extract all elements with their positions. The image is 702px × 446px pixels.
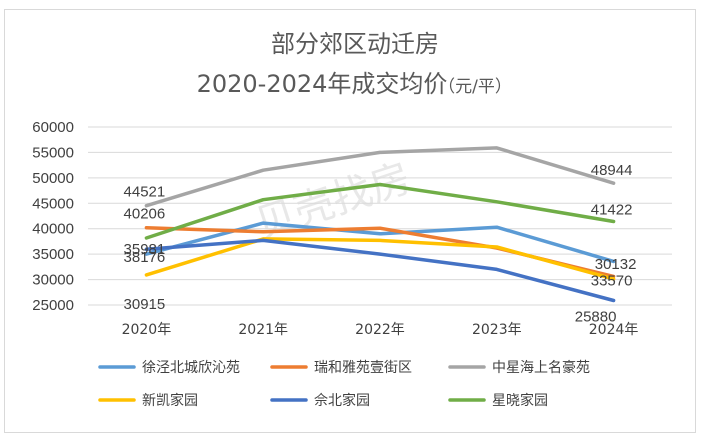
chart-frame xyxy=(4,9,696,433)
data-label: 35981 xyxy=(124,241,166,258)
y-tick-label: 50000 xyxy=(32,170,74,187)
y-tick-label: 60000 xyxy=(32,119,74,136)
x-tick-label: 2024年 xyxy=(589,322,639,338)
legend-label: 佘北家园 xyxy=(314,392,370,409)
legend-label: 新凯家园 xyxy=(142,392,198,409)
data-label: 44521 xyxy=(124,184,166,201)
series-line xyxy=(144,182,616,240)
legend-label: 中星海上名豪苑 xyxy=(492,360,590,376)
y-tick-label: 30000 xyxy=(32,272,74,289)
data-label: 30132 xyxy=(595,256,637,273)
data-label: 33570 xyxy=(591,272,633,289)
data-label: 38176 xyxy=(124,249,166,266)
data-label: 41422 xyxy=(591,201,633,218)
series-lines xyxy=(144,146,616,303)
legend-label: 瑞和雅苑壹街区 xyxy=(314,360,412,376)
series-line xyxy=(144,146,616,208)
y-axis-ticks: 25000 30000 35000 40000 45000 50000 55000 60000 xyxy=(32,119,74,314)
data-label: 30915 xyxy=(124,296,166,313)
y-tick-label: 45000 xyxy=(32,195,74,212)
y-tick-label: 25000 xyxy=(32,297,74,314)
series-line xyxy=(144,221,616,264)
data-label: 25880 xyxy=(575,309,617,326)
x-axis-ticks: 2020年 2021年 2022年 2023年 2024年 xyxy=(122,322,639,338)
x-tick-label: 2022年 xyxy=(355,322,405,338)
chart-subtitle: 2020-2024年成交均价 xyxy=(197,70,448,98)
y-tick-label: 55000 xyxy=(32,144,74,161)
y-tick-label: 35000 xyxy=(32,246,74,263)
x-tick-label: 2021年 xyxy=(238,322,288,338)
chart-subtitle-unit: （元/平） xyxy=(438,77,512,97)
y-tick-label: 40000 xyxy=(32,221,74,238)
legend-label: 星晓家园 xyxy=(492,392,548,409)
data-label: 40206 xyxy=(124,206,166,223)
series-line xyxy=(144,237,616,281)
x-tick-label: 2023年 xyxy=(472,322,522,338)
data-label: 48944 xyxy=(591,162,633,179)
chart-title: 部分郊区动迁房 xyxy=(271,30,439,58)
series-line xyxy=(144,238,616,303)
x-tick-label: 2020年 xyxy=(122,322,172,338)
legend-label: 徐泾北城欣沁苑 xyxy=(142,360,240,376)
